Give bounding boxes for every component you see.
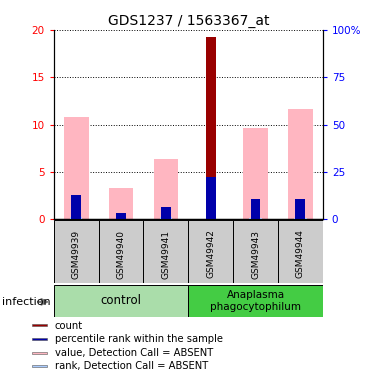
Text: Anaplasma
phagocytophilum: Anaplasma phagocytophilum <box>210 290 301 312</box>
Bar <box>278 220 323 283</box>
Title: GDS1237 / 1563367_at: GDS1237 / 1563367_at <box>108 13 269 28</box>
Bar <box>161 207 171 219</box>
Bar <box>206 177 216 219</box>
Text: control: control <box>101 294 142 307</box>
Bar <box>32 324 47 327</box>
Bar <box>233 220 278 283</box>
Bar <box>154 159 178 219</box>
Text: GSM49940: GSM49940 <box>116 230 125 279</box>
Bar <box>188 220 233 283</box>
Bar <box>70 216 82 219</box>
Bar <box>295 200 305 219</box>
Text: count: count <box>55 321 83 330</box>
Bar <box>32 365 47 367</box>
Bar <box>243 128 268 219</box>
Text: infection: infection <box>2 297 50 307</box>
Bar <box>32 338 47 340</box>
Text: rank, Detection Call = ABSENT: rank, Detection Call = ABSENT <box>55 362 208 371</box>
Bar <box>249 218 262 219</box>
Text: GSM49939: GSM49939 <box>72 230 81 279</box>
Bar <box>32 352 47 354</box>
Bar <box>206 37 216 219</box>
Bar <box>54 220 99 283</box>
Bar <box>160 216 172 219</box>
Text: GSM49943: GSM49943 <box>251 230 260 279</box>
Bar <box>288 109 313 219</box>
Bar <box>71 195 81 219</box>
Text: percentile rank within the sample: percentile rank within the sample <box>55 334 223 344</box>
Bar <box>294 218 306 219</box>
Text: value, Detection Call = ABSENT: value, Detection Call = ABSENT <box>55 348 213 358</box>
Bar <box>64 117 89 219</box>
Bar <box>144 220 188 283</box>
Bar <box>116 213 126 219</box>
Bar <box>188 285 323 317</box>
Bar <box>54 285 188 317</box>
Text: GSM49941: GSM49941 <box>161 230 170 279</box>
Bar <box>109 188 133 219</box>
Bar <box>250 200 260 219</box>
Text: GSM49942: GSM49942 <box>206 230 215 279</box>
Text: GSM49944: GSM49944 <box>296 230 305 279</box>
Bar <box>99 220 144 283</box>
